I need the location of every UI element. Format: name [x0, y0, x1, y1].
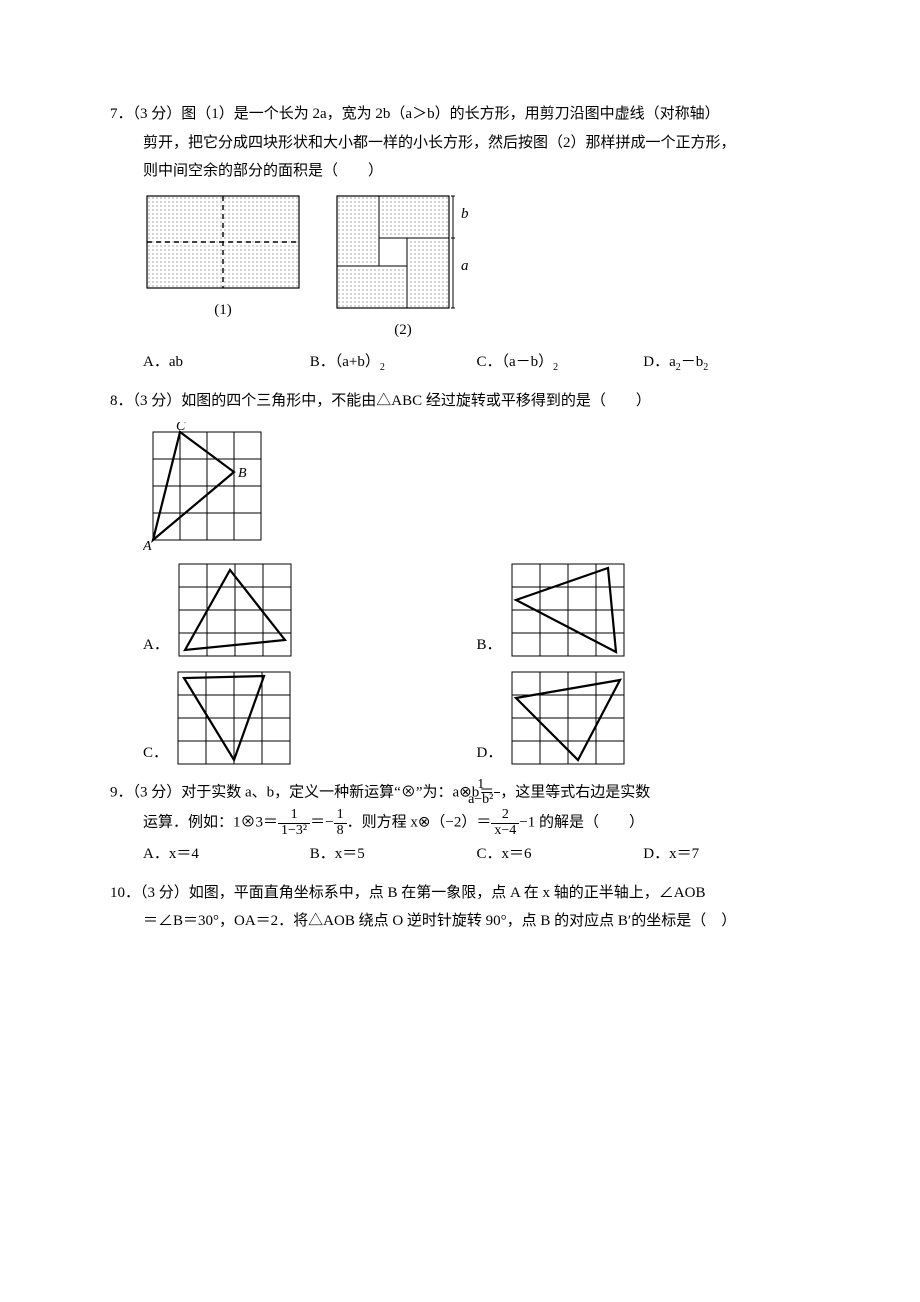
q8-stem: 8．（3 分）如图的四个三角形中，不能由△ABC 经过旋转或平移得到的是（ ）	[110, 387, 810, 416]
q8-option-c[interactable]: C．	[143, 668, 477, 768]
q10-stem-line1: 10．（3 分）如图，平面直角坐标系中，点 B 在第一象限，点 A 在 x 轴的…	[110, 879, 810, 908]
q9-options: A．x＝4 B．x＝5 C．x＝6 D．x＝7	[110, 840, 810, 869]
q9-frac-4: 2x−4	[491, 808, 519, 838]
q7-option-a[interactable]: A．ab	[143, 348, 310, 377]
q7-fig2-label-b: b	[461, 200, 469, 229]
q9-option-a[interactable]: A．x＝4	[143, 840, 310, 869]
q9-option-b[interactable]: B．x＝5	[310, 840, 477, 869]
question-7: 7．（3 分）图（1）是一个长为 2a，宽为 2b（a＞b）的长方形，用剪刀沿图…	[110, 100, 810, 377]
q9-option-d[interactable]: D．x＝7	[643, 840, 810, 869]
q9-frac-3: 18	[334, 808, 347, 838]
q8-label-a: A	[143, 539, 152, 552]
q7-figure-2: b a (2)	[333, 192, 473, 345]
q8-label-c: C	[176, 422, 186, 434]
q9-number: 9．（3 分）	[110, 784, 181, 800]
q8-option-b[interactable]: B．	[477, 560, 811, 660]
q7-options: A．ab B．（a+b）2 C．（a－b）2 D．a2－b2	[110, 348, 810, 377]
q7-figures: (1) b a (2)	[110, 192, 810, 345]
q10-number: 10．（3 分）	[110, 885, 189, 901]
q7-option-c[interactable]: C．（a－b）2	[477, 348, 644, 377]
question-9: 9．（3 分）对于实数 a、b，定义一种新运算“⊗”为：a⊗b＝1a−b²，这里…	[110, 778, 810, 869]
q8-option-d[interactable]: D．	[477, 668, 811, 768]
q7-stem-line1: 7．（3 分）图（1）是一个长为 2a，宽为 2b（a＞b）的长方形，用剪刀沿图…	[110, 100, 810, 129]
q8-option-a[interactable]: A．	[143, 560, 477, 660]
question-8: 8．（3 分）如图的四个三角形中，不能由△ABC 经过旋转或平移得到的是（ ） …	[110, 387, 810, 768]
q8-main-figure: C B A	[110, 422, 810, 552]
q8-label-b: B	[238, 466, 247, 481]
q7-stem-line2: 剪开，把它分成四块形状和大小都一样的小长方形，然后按图（2）那样拼成一个正方形，	[110, 129, 810, 158]
q7-option-d[interactable]: D．a2－b2	[643, 348, 810, 377]
q8-options: A． B． C．	[110, 552, 810, 768]
q9-frac-2: 11−3²	[278, 808, 310, 838]
q9-stem-line2: 运算．例如：1⊗3＝11−3²＝−18．则方程 x⊗（−2）＝2x−4−1 的解…	[110, 808, 810, 838]
q9-option-c[interactable]: C．x＝6	[477, 840, 644, 869]
q7-number: 7．（3 分）	[110, 106, 181, 122]
q10-stem-line2: ＝∠B＝30°，OA＝2．将△AOB 绕点 O 逆时针旋转 90°，点 B 的对…	[110, 907, 810, 936]
q8-number: 8．（3 分）	[110, 393, 181, 409]
q7-stem-line3: 则中间空余的部分的面积是（ ）	[110, 157, 810, 186]
q9-stem-line1: 9．（3 分）对于实数 a、b，定义一种新运算“⊗”为：a⊗b＝1a−b²，这里…	[110, 778, 810, 808]
q7-figure-1: (1)	[143, 192, 303, 325]
q7-option-b[interactable]: B．（a+b）2	[310, 348, 477, 377]
q7-fig2-caption: (2)	[333, 316, 473, 345]
q7-fig1-caption: (1)	[143, 296, 303, 325]
q7-fig2-label-a: a	[461, 252, 469, 281]
question-10: 10．（3 分）如图，平面直角坐标系中，点 B 在第一象限，点 A 在 x 轴的…	[110, 879, 810, 936]
